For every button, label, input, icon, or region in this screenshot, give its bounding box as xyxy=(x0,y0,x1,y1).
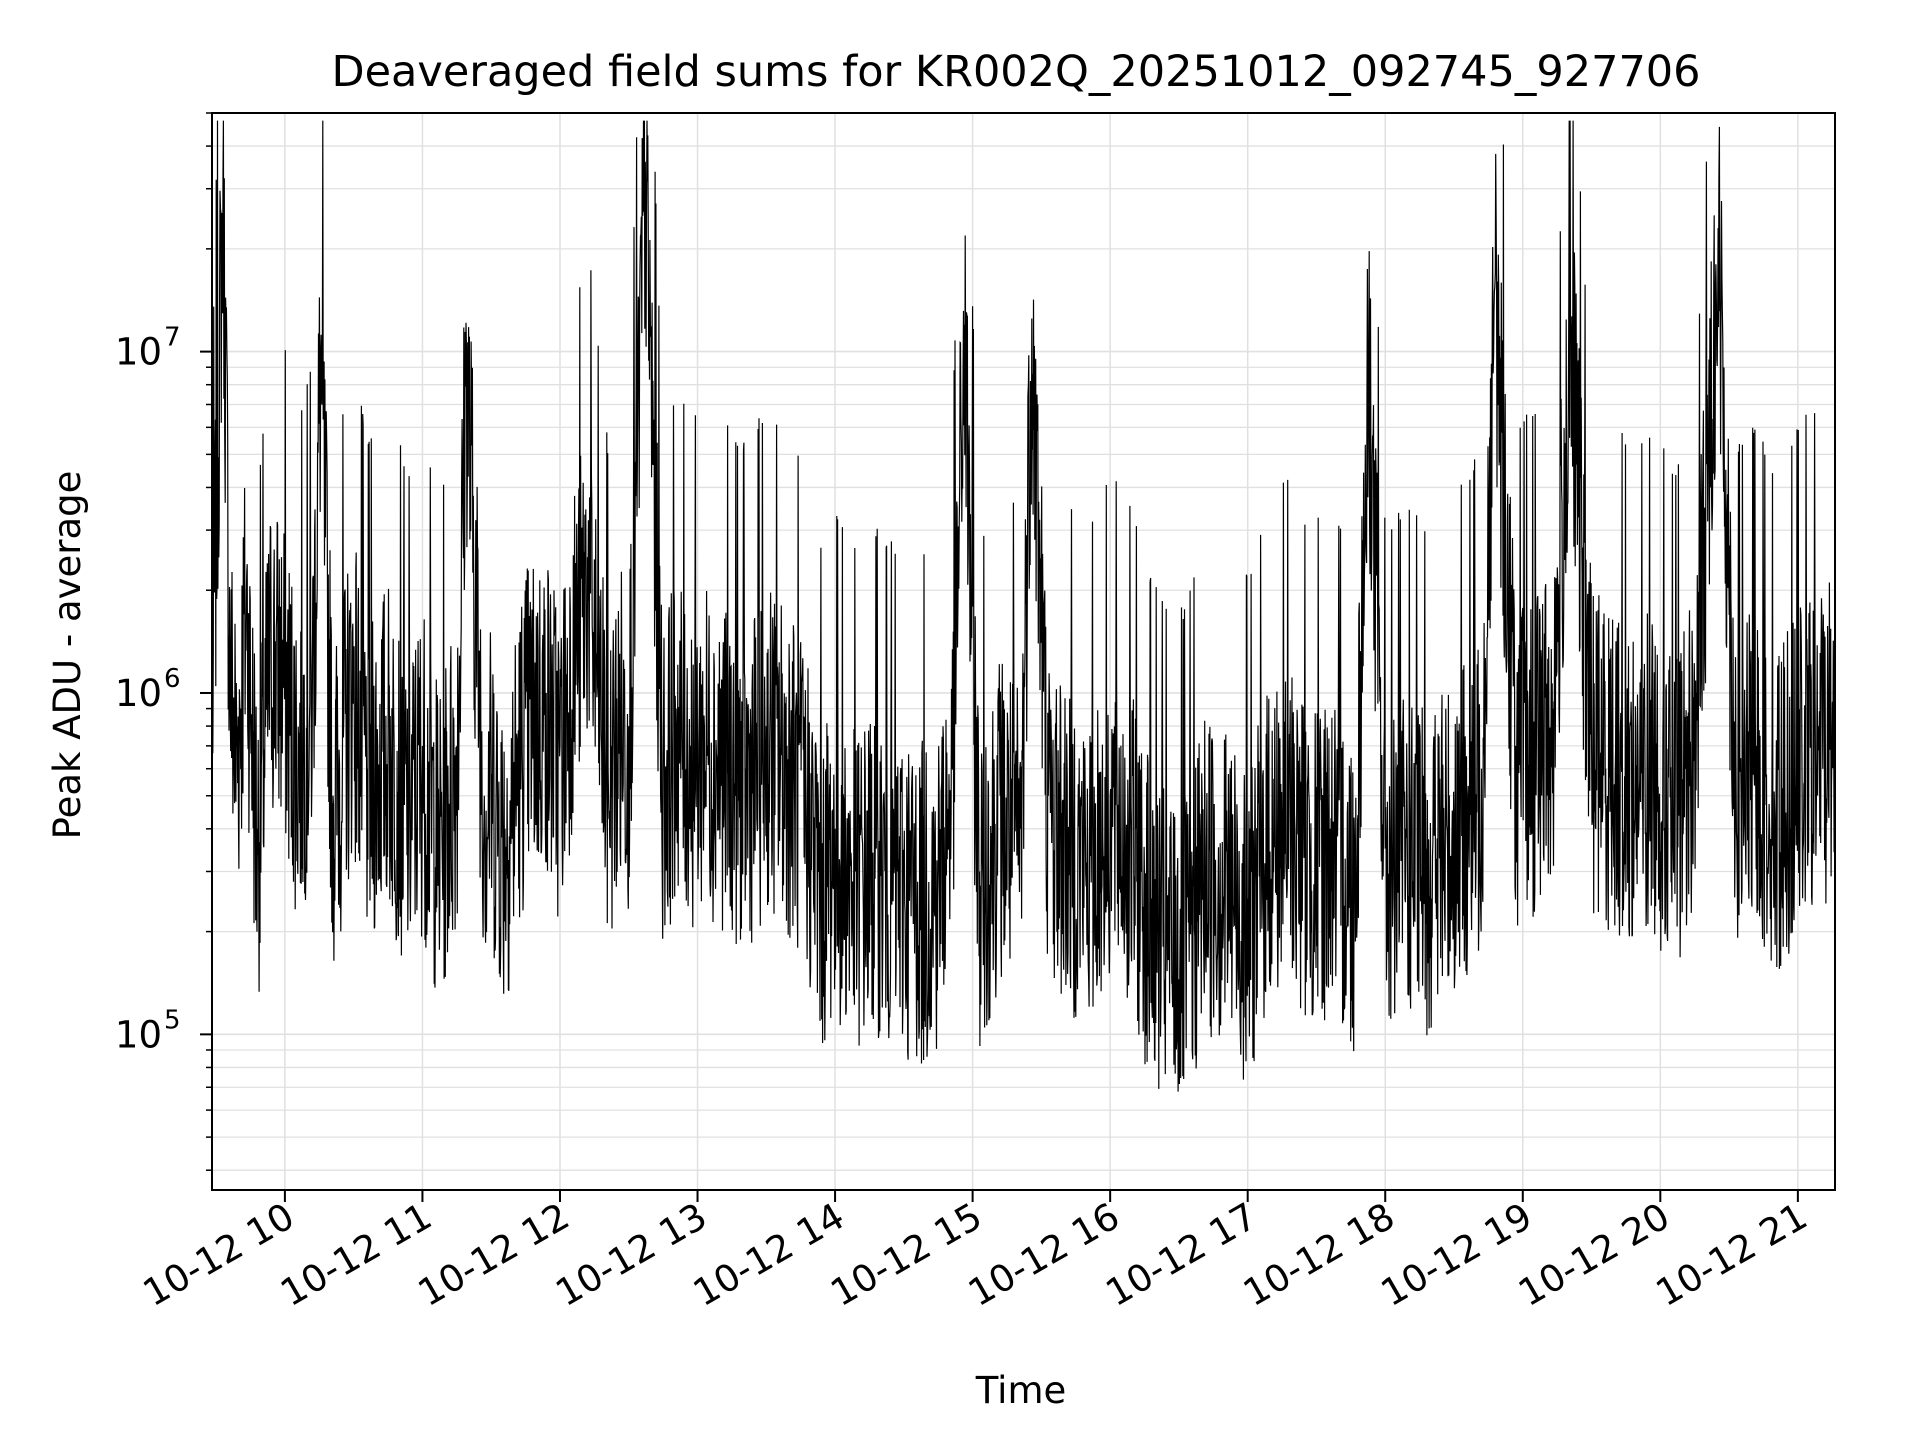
plot-frame xyxy=(211,112,1836,1191)
y-tick-exponent: 6 xyxy=(164,664,181,694)
y-tick-exponent: 5 xyxy=(164,1005,181,1035)
y-axis-label: Peak ADU - average xyxy=(46,471,89,840)
x-axis-label: Time xyxy=(975,1369,1067,1412)
y-tick-label: 10 xyxy=(115,672,162,715)
y-tick-label: 10 xyxy=(115,1013,162,1056)
series-line xyxy=(211,120,1836,1092)
chart-title: Deaveraged field sums for KR002Q_2025101… xyxy=(331,47,1700,97)
y-tick-label: 10 xyxy=(115,331,162,374)
series-layer xyxy=(211,120,1836,1092)
y-tick-exponent: 7 xyxy=(164,323,181,353)
